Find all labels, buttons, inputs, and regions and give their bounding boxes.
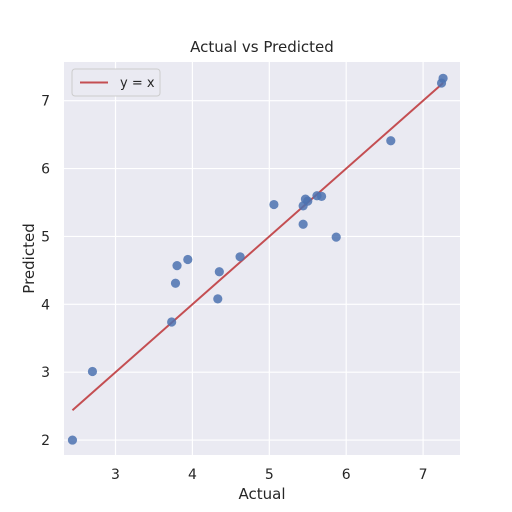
legend-entry: y = x bbox=[120, 76, 155, 91]
y-axis-label: Predicted bbox=[20, 223, 38, 293]
data-point bbox=[183, 254, 193, 265]
x-axis-label: Actual bbox=[239, 485, 286, 503]
y-tick-label: 3 bbox=[41, 365, 50, 381]
data-point bbox=[67, 435, 78, 445]
data-point bbox=[167, 317, 177, 327]
x-tick-label: 5 bbox=[265, 467, 274, 483]
y-tick-label: 6 bbox=[41, 162, 50, 178]
data-point bbox=[298, 219, 308, 229]
y-tick-label: 5 bbox=[41, 229, 50, 245]
data-point bbox=[303, 196, 313, 206]
y-tick-label: 7 bbox=[41, 94, 50, 110]
data-point bbox=[170, 278, 181, 288]
grid-lines bbox=[64, 62, 460, 455]
data-point bbox=[235, 252, 245, 262]
data-point bbox=[214, 267, 224, 277]
x-tick-labels: 3 4 5 6 7 bbox=[111, 467, 427, 483]
data-point bbox=[438, 73, 448, 83]
x-tick-label: 4 bbox=[188, 467, 197, 483]
data-point bbox=[386, 136, 396, 146]
data-point bbox=[269, 199, 279, 210]
legend: y = x bbox=[71, 68, 161, 97]
data-point bbox=[172, 261, 182, 271]
data-point bbox=[331, 232, 341, 242]
data-point bbox=[87, 366, 98, 377]
data-point bbox=[213, 294, 223, 304]
reference-line bbox=[71, 82, 444, 411]
legend-box bbox=[71, 68, 161, 97]
x-tick-label: 7 bbox=[419, 467, 428, 483]
data-point bbox=[316, 191, 327, 201]
x-tick-label: 3 bbox=[111, 467, 120, 483]
y-tick-labels: 2 3 4 5 6 7 bbox=[41, 94, 50, 449]
chart-title: Actual vs Predicted bbox=[190, 38, 334, 56]
reference-line-group bbox=[71, 82, 444, 411]
y-tick-label: 2 bbox=[41, 433, 50, 449]
x-tick-label: 6 bbox=[342, 467, 351, 483]
data-points bbox=[67, 73, 448, 445]
y-tick-label: 4 bbox=[41, 297, 50, 313]
